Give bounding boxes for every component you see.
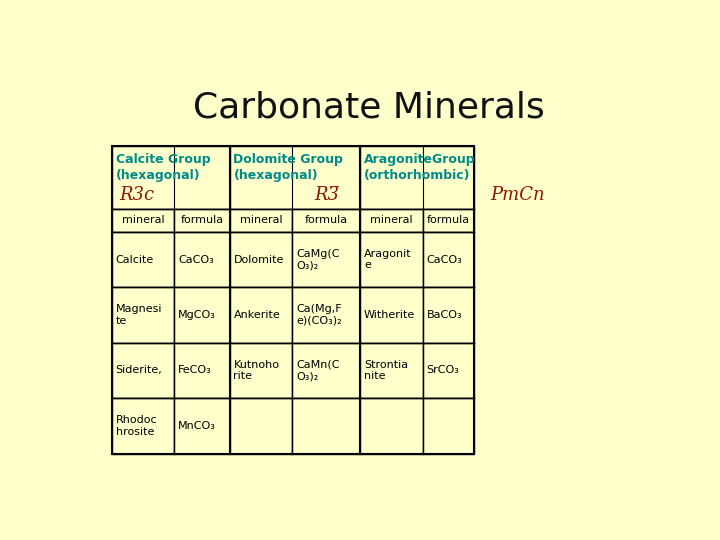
Text: AragoniteGroup: AragoniteGroup [364,153,476,166]
Bar [423,398,474,454]
Text: (orthorhombic): (orthorhombic) [364,170,471,183]
Text: Rhodoc
hrosite: Rhodoc hrosite [116,415,157,437]
Bar [112,209,174,232]
Text: Aragonit
e: Aragonit e [364,249,412,271]
Bar [230,209,292,232]
Text: Calcite Group: Calcite Group [116,153,210,166]
Text: CaCO₃: CaCO₃ [178,255,214,265]
Text: MnCO₃: MnCO₃ [178,421,216,431]
Text: (hexagonal): (hexagonal) [116,170,200,183]
Bar [423,287,474,343]
Text: Dolomite Group: Dolomite Group [233,153,343,166]
Text: formula: formula [305,215,348,225]
Text: (hexagonal): (hexagonal) [233,170,318,183]
Text: MgCO₃: MgCO₃ [178,310,216,320]
Text: CaMg(C
O₃)₂: CaMg(C O₃)₂ [296,249,340,271]
Bar [423,232,474,287]
Text: formula: formula [180,215,223,225]
Bar [292,209,360,232]
Text: Strontia
nite: Strontia nite [364,360,408,381]
Text: mineral: mineral [240,215,282,225]
Text: Ca(Mg,F
e)(CO₃)₂: Ca(Mg,F e)(CO₃)₂ [296,304,342,326]
Text: Calcite: Calcite [116,255,154,265]
Bar [360,209,423,232]
Text: R3̅: R3̅ [315,186,339,204]
Text: formula: formula [427,215,470,225]
Text: R3c: R3c [120,186,155,204]
Text: mineral: mineral [122,215,164,225]
Text: CaMn(C
O₃)₂: CaMn(C O₃)₂ [296,360,340,381]
Bar [174,209,230,232]
Text: FeCO₃: FeCO₃ [178,366,212,375]
Bar [423,209,474,232]
Text: Carbonate Minerals: Carbonate Minerals [193,90,545,124]
Text: Dolomite: Dolomite [233,255,284,265]
Text: mineral: mineral [370,215,413,225]
Text: CaCO₃: CaCO₃ [426,255,462,265]
Text: Siderite,: Siderite, [116,366,162,375]
Text: Ankerite: Ankerite [233,310,280,320]
Text: Magnesi
te: Magnesi te [116,304,162,326]
Text: BaCO₃: BaCO₃ [426,310,462,320]
Text: Witherite: Witherite [364,310,415,320]
Text: Kutnoho
rite: Kutnoho rite [233,360,279,381]
Text: PmCn: PmCn [490,186,544,204]
Text: SrCO₃: SrCO₃ [426,366,459,375]
Bar [423,343,474,398]
